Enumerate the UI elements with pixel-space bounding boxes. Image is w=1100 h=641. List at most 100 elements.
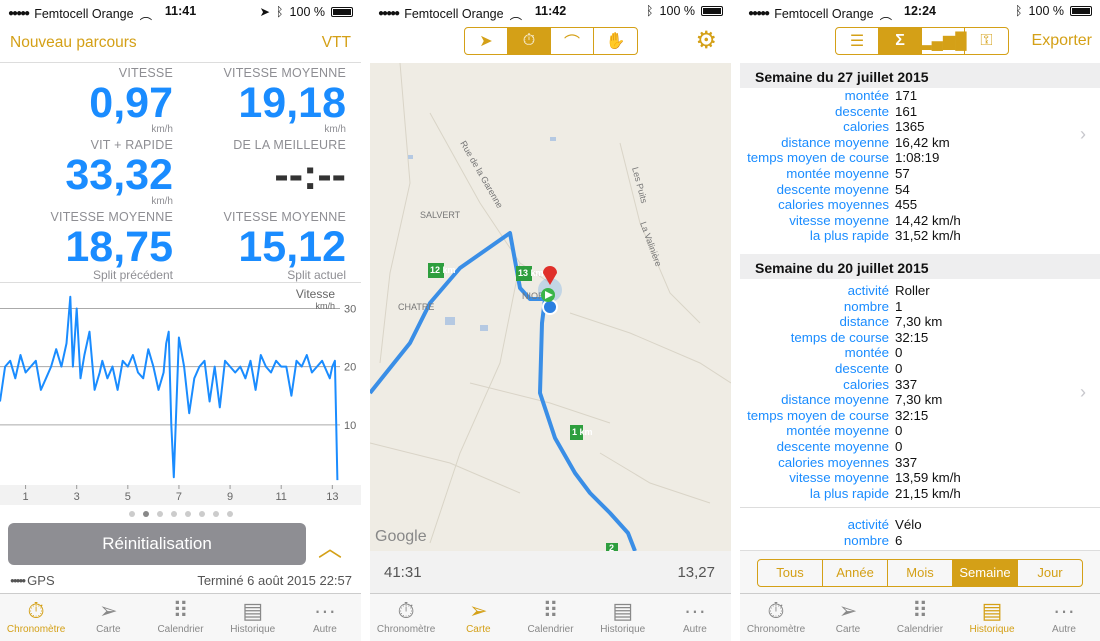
tab-carte[interactable]: ➢ Carte — [442, 594, 514, 641]
current-location-icon — [542, 299, 558, 315]
x-tick-label: 1 — [23, 491, 29, 503]
bar-chart-icon[interactable]: ▂▄▆█ — [919, 28, 967, 54]
summary-key: calories — [843, 376, 889, 392]
km-marker-label: 12 km — [430, 265, 456, 275]
summary-row: descente moyenne 0 — [740, 439, 1100, 455]
list-icon[interactable]: ☰ — [836, 28, 879, 54]
tab-autre[interactable]: ··· Autre — [289, 594, 361, 641]
week-summary-3[interactable]: activité Vélo nombre 6 — [740, 517, 1100, 548]
history-icon: ▤ — [612, 598, 634, 623]
km-marker-label: 1 km — [572, 427, 593, 437]
more-icon: ··· — [683, 598, 706, 623]
week-summary-2[interactable]: activité Roller nombre 1 distance 7,30 km temp… — [740, 283, 1100, 501]
elapsed-time: 41:31 — [384, 564, 422, 581]
gear-icon[interactable]: ⚙ — [695, 27, 717, 54]
stat-from-best: DE LA MEILLEURE --:-- — [180, 138, 346, 197]
summary-row: temps de course 32:15 — [740, 330, 1100, 346]
x-tick-label: 3 — [74, 491, 80, 503]
activity-type-button[interactable]: VTT — [321, 34, 351, 51]
page-dot[interactable] — [212, 511, 219, 517]
summary-key: la plus rapide — [809, 228, 889, 244]
tab-label: Chronomètre — [376, 624, 436, 635]
tab-calendrier[interactable]: ⠿ Calendrier — [884, 594, 956, 641]
tab-historique[interactable]: ▤ Historique — [956, 594, 1028, 641]
tab-chronometre[interactable]: ⏱ Chronomètre — [740, 594, 812, 641]
page-dot[interactable] — [184, 511, 191, 517]
summary-value: 337 — [895, 454, 918, 470]
summary-value: 161 — [895, 103, 918, 119]
stopwatch-icon: ⏱ — [27, 598, 45, 623]
tab-autre[interactable]: ··· Autre — [1028, 594, 1100, 641]
status-bar: ●●●●● Femtocell Orange ︵ 11:41 ➤ ᛒ 100 % — [0, 0, 361, 22]
stat-unit: km/h — [151, 196, 173, 207]
hand-icon[interactable]: ✋ — [605, 33, 626, 50]
summary-row: vitesse moyenne 14,42 km/h — [740, 213, 1100, 229]
tab-label: Historique — [600, 624, 646, 635]
page-dot[interactable] — [156, 511, 163, 517]
filter-month[interactable]: Mois — [888, 560, 953, 586]
summary-row: descente moyenne 54 — [740, 182, 1100, 198]
summary-row: la plus rapide 31,52 km/h — [740, 228, 1100, 244]
summary-key: distance — [839, 314, 889, 330]
chevron-right-icon[interactable]: › — [1080, 124, 1086, 144]
reset-button[interactable]: Réinitialisation — [8, 523, 306, 565]
tab-carte[interactable]: ➢ Carte — [72, 594, 144, 641]
filter-week[interactable]: Semaine — [953, 560, 1018, 586]
tab-historique[interactable]: ▤ Historique — [217, 594, 289, 641]
new-route-button[interactable]: Nouveau parcours — [10, 34, 137, 51]
tab-label: Autre — [312, 624, 337, 635]
tab-autre[interactable]: ··· Autre — [659, 594, 731, 641]
stat-unit: km/h — [151, 124, 173, 135]
carrier-label: Femtocell Orange — [34, 6, 134, 21]
signal-icon: ●●●●● — [8, 8, 30, 19]
summary-value: 0 — [895, 438, 903, 454]
filter-day[interactable]: Jour — [1037, 565, 1063, 580]
map-water — [408, 137, 556, 331]
page-dot[interactable] — [198, 511, 205, 517]
page-dot[interactable] — [170, 511, 177, 517]
stat-label: DE LA MEILLEURE — [233, 138, 346, 152]
history-icon: ▤ — [242, 598, 264, 623]
location-arrow-icon: ➢ — [469, 598, 488, 623]
tab-chronometre[interactable]: ⏱ Chronomètre — [0, 594, 72, 641]
tab-calendrier[interactable]: ⠿ Calendrier — [144, 594, 216, 641]
summary-key: calories moyennes — [778, 197, 889, 213]
summary-row: nombre 1 — [740, 299, 1100, 315]
map-label: Google — [375, 528, 427, 545]
tab-calendrier[interactable]: ⠿ Calendrier — [514, 594, 586, 641]
map-label: NIORT — [522, 291, 550, 301]
tab-chronometre[interactable]: ⏱ Chronomètre — [370, 594, 442, 641]
page-dot[interactable] — [128, 511, 135, 517]
navigation-arrow-icon[interactable]: ➤ — [465, 28, 508, 54]
filter-year[interactable]: Année — [823, 560, 888, 586]
km-markers: 12 km 13 km 1 km 2 — [428, 263, 618, 551]
summary-key: montée — [844, 88, 889, 103]
stat-value: 19,18 — [238, 79, 346, 127]
finish-pin-icon — [543, 266, 557, 285]
route-shape-icon[interactable]: ⌒ — [551, 28, 594, 54]
tab-carte[interactable]: ➢ Carte — [812, 594, 884, 641]
filter-all[interactable]: Tous — [758, 560, 823, 586]
summary-key: descente moyenne — [776, 181, 889, 197]
divider — [0, 282, 361, 283]
key-icon[interactable]: ⚿ — [980, 32, 993, 49]
map-mode-segmented: ➤ ⏱ ⌒ ✋ — [464, 27, 638, 55]
chevron-up-icon[interactable]: ︿ — [318, 535, 342, 562]
page-dot[interactable] — [226, 511, 233, 517]
route-map[interactable]: Rue de la Garenne Les Puits La Valinière… — [370, 63, 731, 551]
stat-avg-speed: VITESSE MOYENNE 19,18 km/h — [180, 66, 346, 135]
chevron-right-icon[interactable]: › — [1080, 382, 1086, 402]
signal-icon: ●●●●● — [748, 8, 770, 19]
stopwatch-icon[interactable]: ⏱ — [508, 28, 551, 54]
summary-value: 13,59 km/h — [895, 470, 961, 486]
sum-icon[interactable]: Σ — [879, 28, 922, 54]
tab-historique[interactable]: ▤ Historique — [587, 594, 659, 641]
x-tick-label: 9 — [227, 491, 233, 503]
page-indicator[interactable] — [0, 509, 361, 517]
export-button[interactable]: Exporter — [1031, 32, 1092, 49]
tab-label: Autre — [1052, 624, 1076, 635]
summary-key: montée — [844, 345, 889, 361]
week-summary-1[interactable]: montée 171 descente 161 calories 1365 distance… — [740, 88, 1100, 244]
page-dot[interactable] — [142, 511, 149, 517]
